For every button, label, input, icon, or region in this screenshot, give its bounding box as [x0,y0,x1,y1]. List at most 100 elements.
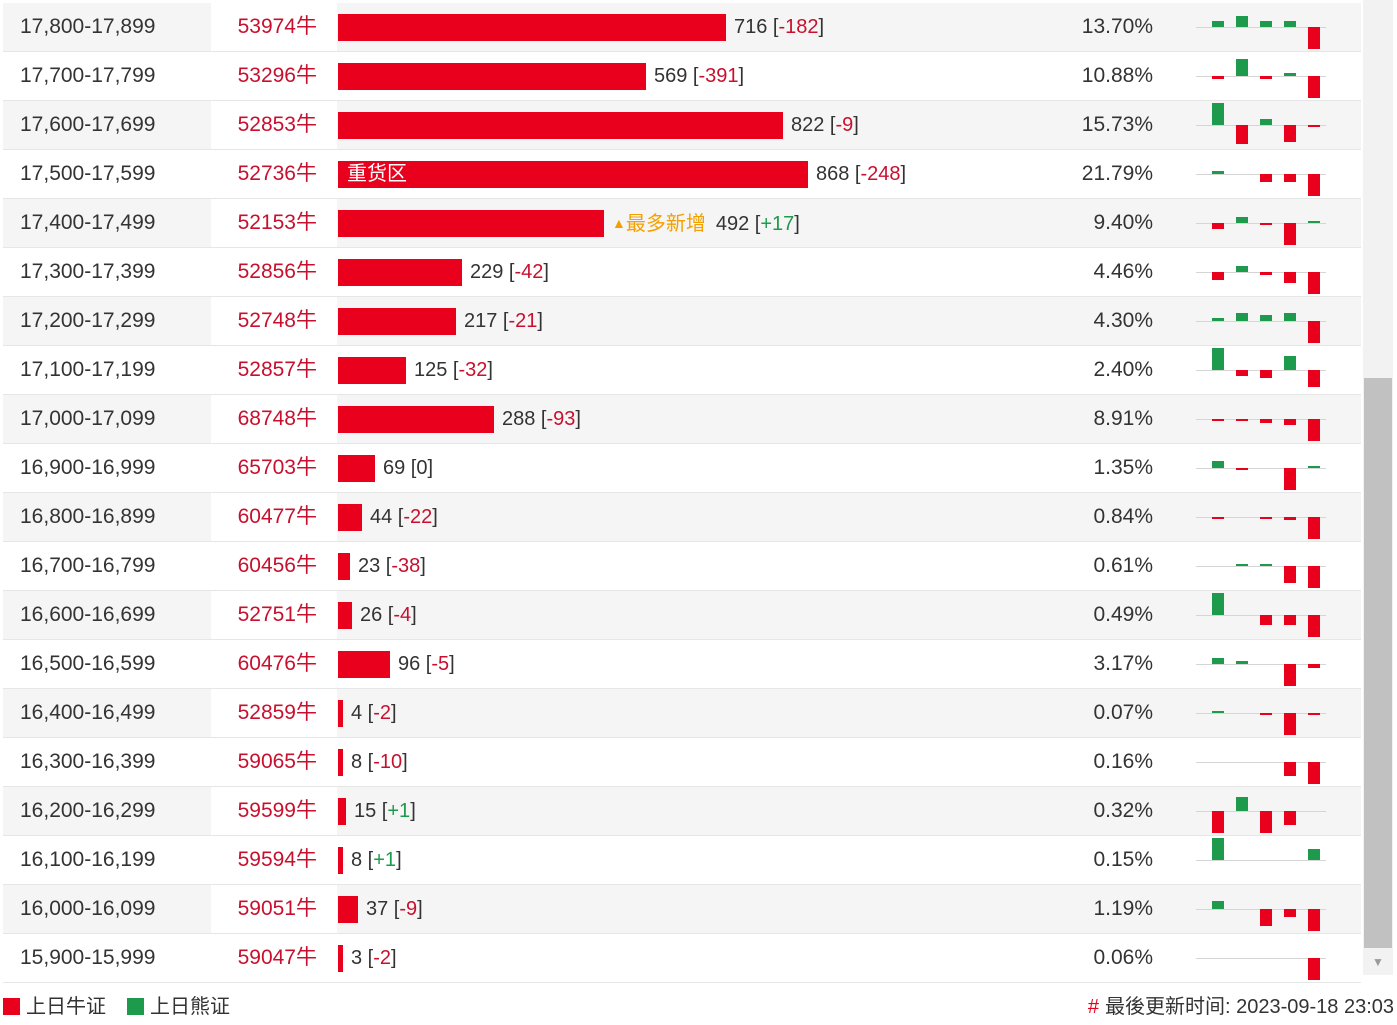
count-bar [338,945,343,972]
spark-bar-bull [1260,909,1272,926]
spark-bar-bull [1284,125,1296,142]
spark-bar-bull [1260,419,1272,423]
table-row[interactable]: 16,400-16,499 52859牛 4 [-2] 0.07% [3,689,1361,738]
table-row[interactable]: 17,400-17,499 52153牛 ▲最多新增 492 [+17] 9.40% [3,199,1361,248]
table-row[interactable]: 17,800-17,899 53974牛 716 [-182] 13.70% [3,3,1361,52]
trend-sparkline [1196,101,1326,149]
bar-cell: 217 [-21] [338,297,1098,345]
table-row[interactable]: 16,700-16,799 60456牛 23 [-38] 0.61% [3,542,1361,591]
table-row[interactable]: 16,300-16,399 59065牛 8 [-10] 0.16% [3,738,1361,787]
strike-range: 16,500-16,599 [20,652,156,675]
warrant-code-link[interactable]: 65703牛 [211,444,337,492]
trend-sparkline [1196,591,1326,639]
warrant-code-link[interactable]: 60476牛 [211,640,337,688]
spark-bar-bull [1212,76,1224,79]
spark-bar-bear [1284,356,1296,370]
spark-bar-bull [1284,664,1296,686]
table-row[interactable]: 17,000-17,099 68748牛 288 [-93] 8.91% [3,395,1361,444]
table-row[interactable]: 16,600-16,699 52751牛 26 [-4] 0.49% [3,591,1361,640]
count-value: 37 [366,898,389,920]
count-text: 125 [-32] [414,359,493,381]
table-row[interactable]: 16,200-16,299 59599牛 15 [+1] 0.32% [3,787,1361,836]
spark-bar-bull [1308,713,1320,715]
bar-cell: 569 [-391] [338,52,1098,100]
count-text: 3 [-2] [351,947,397,969]
count-change: -32 [458,359,488,381]
warrant-code-link[interactable]: 68748牛 [211,395,337,443]
spark-bar-bull [1260,615,1272,625]
warrant-code-link[interactable]: 59051牛 [211,885,337,933]
percentage: 3.17% [1093,652,1153,675]
percentage: 1.19% [1093,897,1153,920]
warrant-code-link[interactable]: 52153牛 [211,199,337,247]
count-value: 23 [358,555,381,577]
spark-bar-bear [1212,348,1224,370]
table-row[interactable]: 16,000-16,099 59051牛 37 [-9] 1.19% [3,885,1361,934]
table-row[interactable]: 16,900-16,999 65703牛 69 [0] 1.35% [3,444,1361,493]
table-row[interactable]: 17,200-17,299 52748牛 217 [-21] 4.30% [3,297,1361,346]
spark-bar-bull [1260,174,1272,182]
warrant-code-link[interactable]: 52853牛 [211,101,337,149]
spark-bar-bull [1284,615,1296,625]
percentage: 0.49% [1093,603,1153,626]
bar-cell: 288 [-93] [338,395,1098,443]
strike-range: 16,900-16,999 [20,456,156,479]
table-row[interactable]: 17,100-17,199 52857牛 125 [-32] 2.40% [3,346,1361,395]
warrant-code-link[interactable]: 59047牛 [211,934,337,982]
warrant-code-link[interactable]: 59594牛 [211,836,337,884]
count-text: 822 [-9] [791,114,859,136]
table-row[interactable]: 17,500-17,599 52736牛 重货区 868 [-248] 21.79% [3,150,1361,199]
strike-range: 16,400-16,499 [20,701,156,724]
warrant-code-link[interactable]: 52751牛 [211,591,337,639]
count-bar [338,749,343,776]
warrant-code-link[interactable]: 52859牛 [211,689,337,737]
warrant-code-link[interactable]: 52748牛 [211,297,337,345]
spark-bar-bull [1284,517,1296,520]
trend-sparkline [1196,199,1326,247]
table-row[interactable]: 16,800-16,899 60477牛 44 [-22] 0.84% [3,493,1361,542]
table-row[interactable]: 16,100-16,199 59594牛 8 [+1] 0.15% [3,836,1361,885]
scrollbar-thumb[interactable] [1364,378,1392,948]
table-row[interactable]: 16,500-16,599 60476牛 96 [-5] 3.17% [3,640,1361,689]
warrant-code-link[interactable]: 59599牛 [211,787,337,835]
spark-bar-bear [1236,797,1248,811]
warrant-code-link[interactable]: 53974牛 [211,3,337,51]
table-row[interactable]: 17,700-17,799 53296牛 569 [-391] 10.88% [3,52,1361,101]
bar-cell: 229 [-42] [338,248,1098,296]
percentage: 1.35% [1093,456,1153,479]
spark-bar-bull [1308,762,1320,784]
warrant-code-link[interactable]: 52856牛 [211,248,337,296]
scroll-down-arrow-icon[interactable]: ▼ [1372,955,1384,969]
spark-bar-bull [1284,811,1296,825]
warrant-code-link[interactable]: 52857牛 [211,346,337,394]
warrant-code-link[interactable]: 59065牛 [211,738,337,786]
strike-range: 16,300-16,399 [20,750,156,773]
count-text: 8 [-10] [351,751,408,773]
percentage: 21.79% [1081,162,1153,185]
sparkline-axis [1196,566,1326,567]
spark-bar-bull [1308,272,1320,294]
trend-sparkline [1196,640,1326,688]
count-change: +1 [373,849,397,871]
spark-bar-bear [1284,313,1296,321]
warrant-code-link[interactable]: 52736牛 [211,150,337,198]
warrant-code-link[interactable]: 53296牛 [211,52,337,100]
warrant-code-link[interactable]: 60477牛 [211,493,337,541]
table-row[interactable]: 17,600-17,699 52853牛 822 [-9] 15.73% [3,101,1361,150]
spark-bar-bull [1308,174,1320,196]
spark-bar-bull [1284,566,1296,583]
percentage: 10.88% [1081,64,1153,87]
spark-bar-bull [1260,811,1272,833]
table-row[interactable]: 15,900-15,999 59047牛 3 [-2] 0.06% [3,934,1361,983]
count-value: 125 [414,359,448,381]
spark-bar-bull [1308,958,1320,980]
table-row[interactable]: 17,300-17,399 52856牛 229 [-42] 4.46% [3,248,1361,297]
sparkline-axis [1196,27,1326,28]
spark-bar-bear [1260,564,1272,566]
warrant-code-link[interactable]: 60456牛 [211,542,337,590]
tag-text: 最多新增 [625,213,706,235]
count-bar [338,651,390,678]
strike-range: 16,800-16,899 [20,505,156,528]
count-value: 716 [734,16,768,38]
vertical-scrollbar[interactable]: ▼ [1363,0,1393,975]
